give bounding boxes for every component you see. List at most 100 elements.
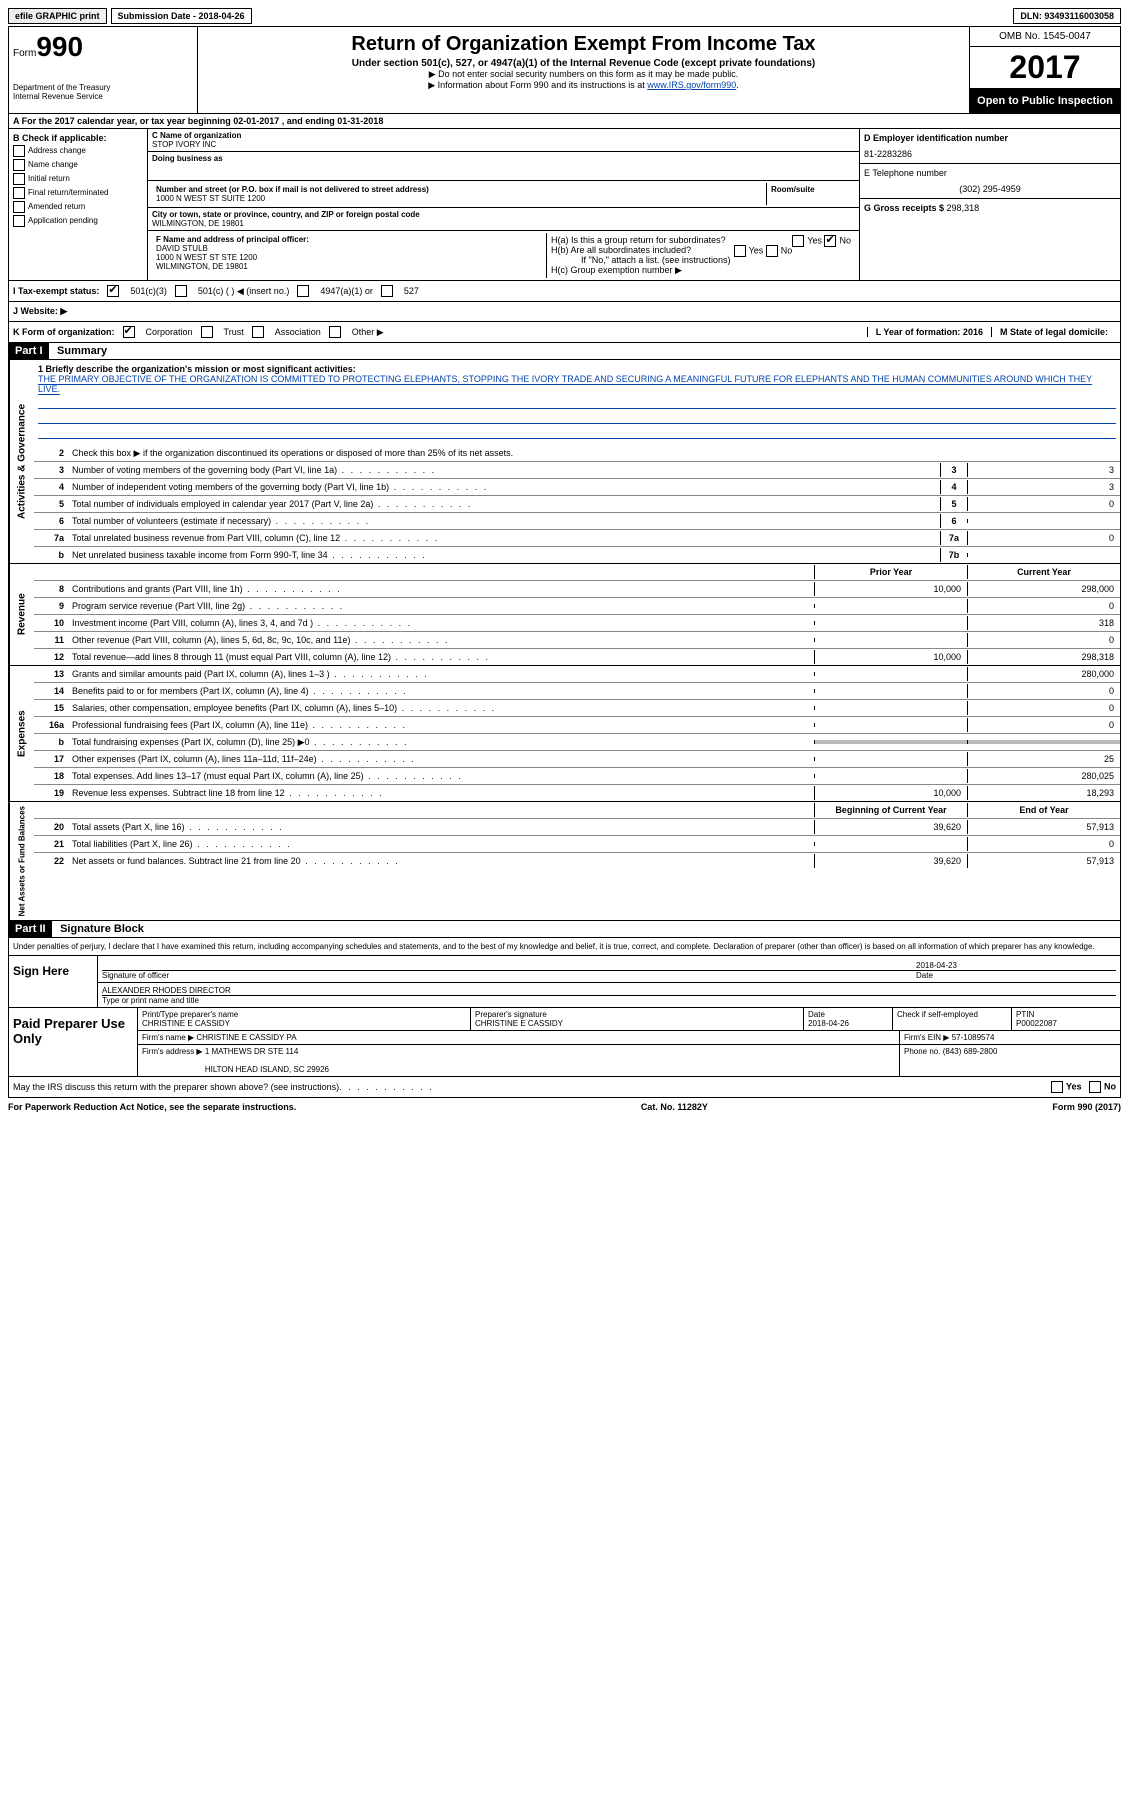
line-2: 2 Check this box ▶ if the organization d…	[34, 445, 1120, 462]
footer: For Paperwork Reduction Act Notice, see …	[8, 1098, 1121, 1116]
side-activities: Activities & Governance	[9, 360, 34, 563]
part-1-header: Part I	[9, 343, 49, 359]
line-19: 19 Revenue less expenses. Subtract line …	[34, 785, 1120, 801]
tax-year: 2017	[970, 47, 1120, 89]
line-14: 14 Benefits paid to or for members (Part…	[34, 683, 1120, 700]
discuss-row: May the IRS discuss this return with the…	[8, 1077, 1121, 1098]
line-b: b Total fundraising expenses (Part IX, c…	[34, 734, 1120, 751]
section-a-period: A For the 2017 calendar year, or tax yea…	[8, 114, 1121, 129]
line-4: 4 Number of independent voting members o…	[34, 479, 1120, 496]
sig-officer-label: Signature of officer	[102, 958, 916, 980]
irs-link[interactable]: www.IRS.gov/form990	[647, 80, 736, 90]
note-info: ▶ Information about Form 990 and its ins…	[206, 80, 961, 91]
website: J Website: ▶	[8, 302, 1121, 322]
note-ssn: ▶ Do not enter social security numbers o…	[206, 69, 961, 80]
department: Department of the Treasury Internal Reve…	[13, 83, 193, 101]
firm-name: Firm's name ▶ CHRISTINE E CASSIDY PA	[138, 1031, 900, 1044]
line-11: 11 Other revenue (Part VIII, column (A),…	[34, 632, 1120, 649]
cb-final-return[interactable]: Final return/terminated	[13, 187, 143, 199]
declaration: Under penalties of perjury, I declare th…	[9, 938, 1120, 955]
line-6: 6 Total number of volunteers (estimate i…	[34, 513, 1120, 530]
self-employed: Check if self-employed	[893, 1008, 1012, 1030]
cb-4947[interactable]	[297, 285, 309, 297]
form-header: Form990 Department of the Treasury Inter…	[8, 26, 1121, 114]
cb-amended[interactable]: Amended return	[13, 201, 143, 213]
line-7a: 7a Total unrelated business revenue from…	[34, 530, 1120, 547]
h-a: H(a) Is this a group return for subordin…	[551, 235, 851, 245]
line-3: 3 Number of voting members of the govern…	[34, 462, 1120, 479]
line-18: 18 Total expenses. Add lines 13–17 (must…	[34, 768, 1120, 785]
line-b: b Net unrelated business taxable income …	[34, 547, 1120, 563]
part-2-header: Part II	[9, 921, 52, 937]
sign-here: Sign Here	[9, 956, 98, 1007]
submission-date: Submission Date - 2018-04-26	[111, 8, 252, 24]
open-to-public: Open to Public Inspection	[970, 89, 1120, 113]
cb-trust[interactable]	[201, 326, 213, 338]
prep-name: Print/Type preparer's nameCHRISTINE E CA…	[138, 1008, 471, 1030]
line-20: 20 Total assets (Part X, line 16) 39,620…	[34, 819, 1120, 836]
part-2-title: Signature Block	[54, 923, 144, 935]
cb-discuss-yes[interactable]	[1051, 1081, 1063, 1093]
side-netassets: Net Assets or Fund Balances	[9, 802, 34, 920]
tax-exempt-status: I Tax-exempt status: 501(c)(3) 501(c) ( …	[8, 281, 1121, 302]
year-formation: L Year of formation: 2016	[867, 327, 991, 337]
dba: Doing business as	[148, 152, 859, 181]
org-name: C Name of organization STOP IVORY INC	[148, 129, 859, 152]
paid-preparer: Paid Preparer Use Only	[9, 1008, 138, 1076]
prep-date: Date2018-04-26	[804, 1008, 893, 1030]
line-15: 15 Salaries, other compensation, employe…	[34, 700, 1120, 717]
cb-501c3[interactable]	[107, 285, 119, 297]
ptin: PTINP00022087	[1012, 1008, 1120, 1030]
line-9: 9 Program service revenue (Part VIII, li…	[34, 598, 1120, 615]
cb-501c[interactable]	[175, 285, 187, 297]
top-bar: efile GRAPHIC print Submission Date - 20…	[8, 8, 1121, 24]
street-address: Number and street (or P.O. box if mail i…	[148, 181, 859, 208]
h-c: H(c) Group exemption number ▶	[551, 265, 851, 276]
line-22: 22 Net assets or fund balances. Subtract…	[34, 853, 1120, 869]
sig-date: 2018-04-23Date	[916, 961, 1116, 980]
line-21: 21 Total liabilities (Part X, line 26) 0	[34, 836, 1120, 853]
line-13: 13 Grants and similar amounts paid (Part…	[34, 666, 1120, 683]
cb-pending[interactable]: Application pending	[13, 215, 143, 227]
efile-button[interactable]: efile GRAPHIC print	[8, 8, 107, 24]
firm-address: Firm's address ▶ 1 MATHEWS DR STE 114 HI…	[138, 1045, 900, 1076]
cb-assoc[interactable]	[252, 326, 264, 338]
ein: D Employer identification number 81-2283…	[860, 129, 1120, 164]
line-16a: 16a Professional fundraising fees (Part …	[34, 717, 1120, 734]
prep-sig: Preparer's signatureCHRISTINE E CASSIDY	[471, 1008, 804, 1030]
form-subtitle: Under section 501(c), 527, or 4947(a)(1)…	[206, 58, 961, 69]
entity-info: B Check if applicable: Address change Na…	[8, 129, 1121, 281]
form-title: Return of Organization Exempt From Incom…	[206, 33, 961, 56]
line-5: 5 Total number of individuals employed i…	[34, 496, 1120, 513]
h-b-note: If "No," attach a list. (see instruction…	[551, 255, 851, 265]
firm-phone: Phone no. (843) 689-2800	[900, 1045, 1120, 1076]
cb-address-change[interactable]: Address change	[13, 145, 143, 157]
telephone: E Telephone number (302) 295-4959	[860, 164, 1120, 199]
line-8: 8 Contributions and grants (Part VIII, l…	[34, 581, 1120, 598]
mission: 1 Briefly describe the organization's mi…	[34, 360, 1120, 445]
cb-other[interactable]	[329, 326, 341, 338]
part-1-title: Summary	[51, 345, 107, 357]
firm-ein: Firm's EIN ▶ 57-1089574	[900, 1031, 1120, 1044]
line-12: 12 Total revenue—add lines 8 through 11 …	[34, 649, 1120, 665]
gross-receipts: G Gross receipts $ 298,318	[860, 199, 1120, 217]
netassets-header: Beginning of Current Year End of Year	[34, 802, 1120, 819]
line-10: 10 Investment income (Part VIII, column …	[34, 615, 1120, 632]
cb-527[interactable]	[381, 285, 393, 297]
cb-corp[interactable]	[123, 326, 135, 338]
form-number: Form990	[13, 31, 193, 63]
check-applicable: B Check if applicable: Address change Na…	[9, 129, 148, 280]
principal-officer: F Name and address of principal officer:…	[152, 233, 547, 278]
form-of-org: K Form of organization: Corporation Trus…	[8, 322, 1121, 343]
city-state: City or town, state or province, country…	[148, 208, 859, 231]
state-domicile: M State of legal domicile:	[991, 327, 1116, 337]
officer-name: ALEXANDER RHODES DIRECTORType or print n…	[102, 986, 1116, 1005]
side-revenue: Revenue	[9, 564, 34, 665]
side-expenses: Expenses	[9, 666, 34, 801]
revenue-header: Prior Year Current Year	[34, 564, 1120, 581]
line-17: 17 Other expenses (Part IX, column (A), …	[34, 751, 1120, 768]
omb-number: OMB No. 1545-0047	[970, 27, 1120, 47]
cb-name-change[interactable]: Name change	[13, 159, 143, 171]
cb-initial-return[interactable]: Initial return	[13, 173, 143, 185]
cb-discuss-no[interactable]	[1089, 1081, 1101, 1093]
